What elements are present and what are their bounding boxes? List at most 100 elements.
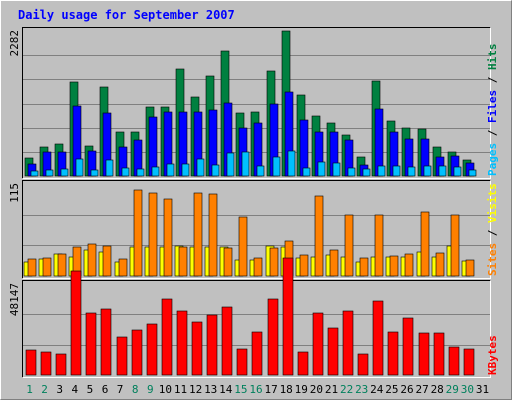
axis-label-segment: Files <box>486 90 499 123</box>
bar-kbytes-day-24 <box>372 300 384 376</box>
day-label: 12 <box>189 383 202 396</box>
bar-kbytes-day-1 <box>25 349 37 376</box>
panel-axis-label: KBytes <box>486 335 499 375</box>
day-label: 21 <box>325 383 338 396</box>
bar-sites-day-11 <box>178 246 188 277</box>
bar-pages-day-5 <box>90 169 99 177</box>
day-label: 6 <box>102 383 109 396</box>
panel-kbytes: 48147 KBytes <box>8 257 499 378</box>
bar-sites-day-15 <box>238 216 248 277</box>
bar-pages-day-19 <box>302 167 311 177</box>
bar-sites-day-12 <box>193 192 203 277</box>
day-label: 7 <box>117 383 124 396</box>
panel-axis-label: Pages / Files / Hits <box>486 44 499 177</box>
day-label: 28 <box>431 383 444 396</box>
day-label: 9 <box>147 383 154 396</box>
panel-border-light <box>22 180 491 279</box>
bar-sites-day-10 <box>163 198 173 277</box>
bars <box>24 30 477 177</box>
bar-kbytes-day-28 <box>433 332 445 376</box>
bar-kbytes-day-23 <box>357 353 369 376</box>
bar-kbytes-day-27 <box>418 332 430 376</box>
bar-pages-day-15 <box>241 151 250 177</box>
bar-sites-day-25 <box>389 255 399 277</box>
bar-pages-day-20 <box>317 161 326 177</box>
bar-sites-day-14 <box>223 247 233 277</box>
bar-kbytes-day-12 <box>191 321 203 376</box>
bar-kbytes-day-6 <box>100 308 112 376</box>
axis-label-segment: / <box>486 223 499 243</box>
day-label: 15 <box>234 383 247 396</box>
bar-pages-day-1 <box>30 170 39 177</box>
panel-border-light <box>22 280 491 378</box>
bar-pages-day-26 <box>407 166 416 177</box>
bar-sites-day-27 <box>420 211 430 277</box>
panel-border-dark <box>22 280 491 378</box>
bar-kbytes-day-30 <box>463 348 475 376</box>
day-label: 26 <box>400 383 413 396</box>
bar-sites-day-19 <box>299 254 309 277</box>
bar-kbytes-day-20 <box>312 312 324 376</box>
day-label: 17 <box>264 383 277 396</box>
axis-label-segment: / <box>486 70 499 90</box>
bar-pages-day-9 <box>151 166 160 177</box>
bar-sites-day-28 <box>435 252 445 277</box>
bar-sites-day-7 <box>118 258 128 277</box>
bar-kbytes-day-17 <box>267 298 279 376</box>
bar-pages-day-13 <box>211 164 220 177</box>
bar-kbytes-day-11 <box>176 310 188 376</box>
bar-pages-day-7 <box>121 167 130 177</box>
panel-border-light <box>22 27 491 179</box>
day-label: 13 <box>204 383 217 396</box>
bar-pages-day-10 <box>166 163 175 177</box>
bar-kbytes-day-8 <box>131 329 143 376</box>
axis-label-segment: KBytes <box>486 335 499 375</box>
bar-pages-day-12 <box>196 158 205 177</box>
bar-kbytes-day-29 <box>448 346 460 376</box>
panel-axis-label: Sites / Visits <box>486 183 499 276</box>
bar-kbytes-day-2 <box>40 351 52 376</box>
bar-kbytes-day-14 <box>221 306 233 376</box>
day-label: 10 <box>159 383 172 396</box>
bar-pages-day-4 <box>75 158 84 177</box>
bar-kbytes-day-15 <box>236 348 248 376</box>
day-labels: 1 2 3 4 5 6 7 8 9 10 11 12 13 14 15 16 17 18 19 20 21 22 23 24 2… <box>26 383 489 396</box>
day-label: 4 <box>71 383 78 396</box>
bar-sites-day-20 <box>314 195 324 277</box>
day-label: 3 <box>56 383 63 396</box>
bar-pages-day-22 <box>347 167 356 177</box>
bar-kbytes-day-21 <box>327 327 339 376</box>
axis-label-segment: Pages <box>486 143 499 176</box>
bar-sites-day-16 <box>253 257 263 277</box>
bar-pages-day-28 <box>438 165 447 177</box>
bar-kbytes-day-19 <box>297 351 309 376</box>
bar-sites-day-17 <box>269 247 279 277</box>
bar-sites-day-3 <box>57 253 67 277</box>
bar-kbytes-day-18 <box>282 257 294 376</box>
bar-pages-day-14 <box>226 152 235 177</box>
bar-sites-day-24 <box>374 214 384 277</box>
bar-sites-day-2 <box>42 257 52 277</box>
bar-sites-day-1 <box>27 258 37 277</box>
axis-label-segment: / <box>486 123 499 143</box>
day-label: 23 <box>355 383 368 396</box>
day-label: 20 <box>310 383 323 396</box>
bar-pages-day-2 <box>45 169 54 177</box>
bar-pages-day-27 <box>423 165 432 177</box>
bar-sites-day-9 <box>148 192 158 277</box>
panel-border-dark <box>22 180 491 279</box>
bar-files-day-19 <box>299 119 309 177</box>
day-label: 18 <box>280 383 293 396</box>
day-label: 1 <box>26 383 33 396</box>
bar-pages-day-24 <box>377 165 386 177</box>
bar-pages-day-23 <box>362 168 371 177</box>
bar-pages-day-21 <box>332 162 341 177</box>
gridlines <box>23 215 490 246</box>
axis-label-segment: Visits <box>486 183 499 223</box>
bar-pages-day-16 <box>256 165 265 177</box>
bar-kbytes-day-7 <box>116 336 128 376</box>
axis-label-segment: Sites <box>486 243 499 276</box>
panel-hits-files-pages: 2282 Pages / Files / Hits <box>8 27 499 179</box>
bar-pages-day-3 <box>60 168 69 177</box>
